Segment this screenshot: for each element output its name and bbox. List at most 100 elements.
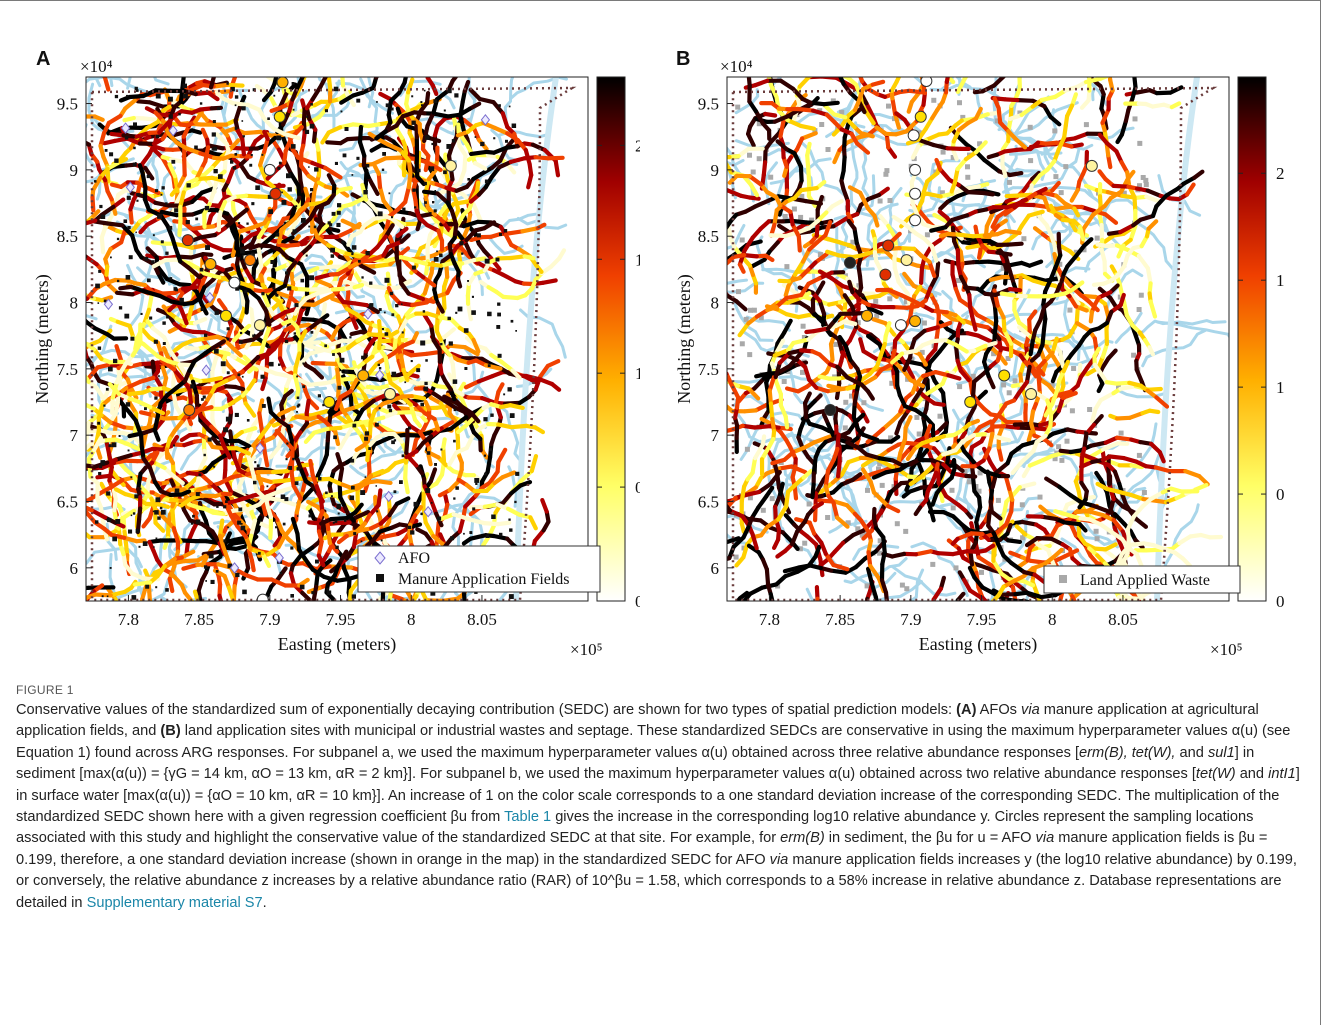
manure-field [378, 308, 382, 311]
sedc-stream-segment [179, 307, 189, 326]
sedc-stream-segment [99, 460, 117, 470]
sedc-stream-segment [89, 508, 108, 520]
sedc-stream-segment [425, 311, 443, 320]
sedc-stream-segment [230, 77, 238, 87]
manure-field [308, 225, 311, 228]
sedc-stream-segment [353, 510, 371, 520]
land-applied-waste-site [739, 237, 745, 243]
sedc-stream-segment [314, 570, 320, 590]
sedc-stream-segment [450, 77, 459, 84]
sedc-stream-segment [695, 383, 706, 389]
sedc-stream-segment [423, 153, 431, 173]
sedc-stream-segment [352, 521, 367, 536]
sedc-stream-segment [199, 414, 214, 429]
sedc-stream-segment [173, 245, 183, 264]
land-applied-waste-site [747, 495, 753, 501]
manure-field [238, 222, 241, 225]
sedc-stream-segment [491, 533, 510, 541]
sedc-stream-segment [208, 77, 217, 90]
sedc-stream-segment [423, 191, 430, 210]
land-applied-waste-site [965, 164, 970, 170]
sedc-stream-segment [86, 448, 87, 452]
sedc-stream-segment [393, 410, 413, 415]
sedc-stream-segment [425, 160, 443, 172]
sedc-stream-segment [37, 419, 47, 425]
land-applied-waste-site [995, 497, 1001, 503]
manure-field [95, 520, 99, 524]
manure-field [487, 311, 492, 317]
sedc-stream-segment [128, 207, 134, 225]
sedc-stream-segment [457, 168, 467, 186]
sedc-stream-segment [396, 266, 404, 286]
sedc-stream-segment [421, 410, 437, 422]
sedc-stream-segment [224, 497, 242, 506]
afo-marker [168, 124, 178, 137]
sedc-stream-segment [289, 171, 301, 188]
y-tick-label: 6.5 [57, 493, 78, 512]
sedc-stream-segment [353, 392, 365, 400]
sedc-stream-segment [330, 60, 342, 69]
sedc-stream-segment [232, 617, 241, 622]
sedc-stream-segment [99, 235, 106, 255]
sedc-stream-segment [359, 263, 377, 275]
sedc-stream-segment [86, 286, 98, 301]
sedc-stream-segment [335, 452, 345, 471]
manure-field [369, 281, 373, 285]
manure-field [424, 201, 427, 204]
sedc-stream-segment [367, 420, 373, 439]
manure-field [226, 338, 230, 341]
sedc-stream-segment [146, 641, 161, 643]
sedc-stream-segment [62, 392, 72, 394]
river-segment [734, 398, 791, 445]
manure-field [275, 293, 279, 297]
panel-label-a: A [36, 48, 51, 70]
sedc-stream-segment [239, 426, 258, 435]
land-applied-waste-site [877, 550, 883, 556]
land-applied-waste-site [877, 538, 883, 544]
land-applied-waste-site [1110, 485, 1115, 490]
sedc-stream-segment [256, 296, 269, 314]
sedc-stream-segment [98, 131, 107, 149]
sedc-stream-segment [181, 562, 200, 571]
sedc-stream-segment [278, 52, 283, 62]
sedc-stream-segment [466, 301, 473, 322]
land-applied-waste-site [937, 413, 943, 419]
manure-field [230, 86, 235, 92]
sedc-stream-segment [410, 522, 423, 529]
coastline [1154, 77, 1200, 601]
land-applied-waste-site [756, 121, 762, 127]
land-applied-waste-site [939, 190, 945, 196]
manure-field [251, 252, 255, 257]
manure-field [311, 591, 315, 595]
manure-field [169, 277, 173, 280]
sedc-stream-segment [418, 628, 431, 634]
sedc-stream-segment [425, 110, 436, 129]
manure-field [252, 334, 255, 337]
land-applied-waste-site [1081, 247, 1087, 253]
land-applied-waste-site [1058, 190, 1064, 196]
sedc-stream-segment [492, 125, 510, 136]
sedc-stream-segment [253, 475, 273, 484]
manure-field [439, 253, 443, 258]
sedc-stream-segment [199, 493, 218, 499]
sedc-stream-segment [357, 124, 364, 145]
sedc-stream-segment [147, 465, 157, 484]
manure-field [219, 345, 222, 348]
manure-field [299, 584, 305, 590]
sedc-stream-segment [172, 387, 190, 395]
sedc-stream-segment [386, 142, 403, 153]
sedc-stream-segment [374, 262, 393, 269]
manure-field [511, 123, 517, 128]
sedc-stream-segment [216, 658, 219, 665]
sedc-stream-segment [329, 325, 340, 341]
river-segment [957, 77, 962, 96]
sedc-stream-segment [469, 149, 489, 157]
sedc-stream-segment [482, 502, 500, 509]
sedc-stream-segment [410, 300, 429, 308]
sedc-stream-segment [153, 520, 166, 533]
x-tick-label: 8 [407, 610, 416, 629]
manure-field [130, 336, 135, 341]
panel-a-map: 9.598.587.576.56 7.8 7.85 7.9 7.95 8 8.05 ×10… [32, 52, 640, 665]
manure-field [453, 439, 456, 443]
sedc-stream-segment [409, 351, 429, 358]
